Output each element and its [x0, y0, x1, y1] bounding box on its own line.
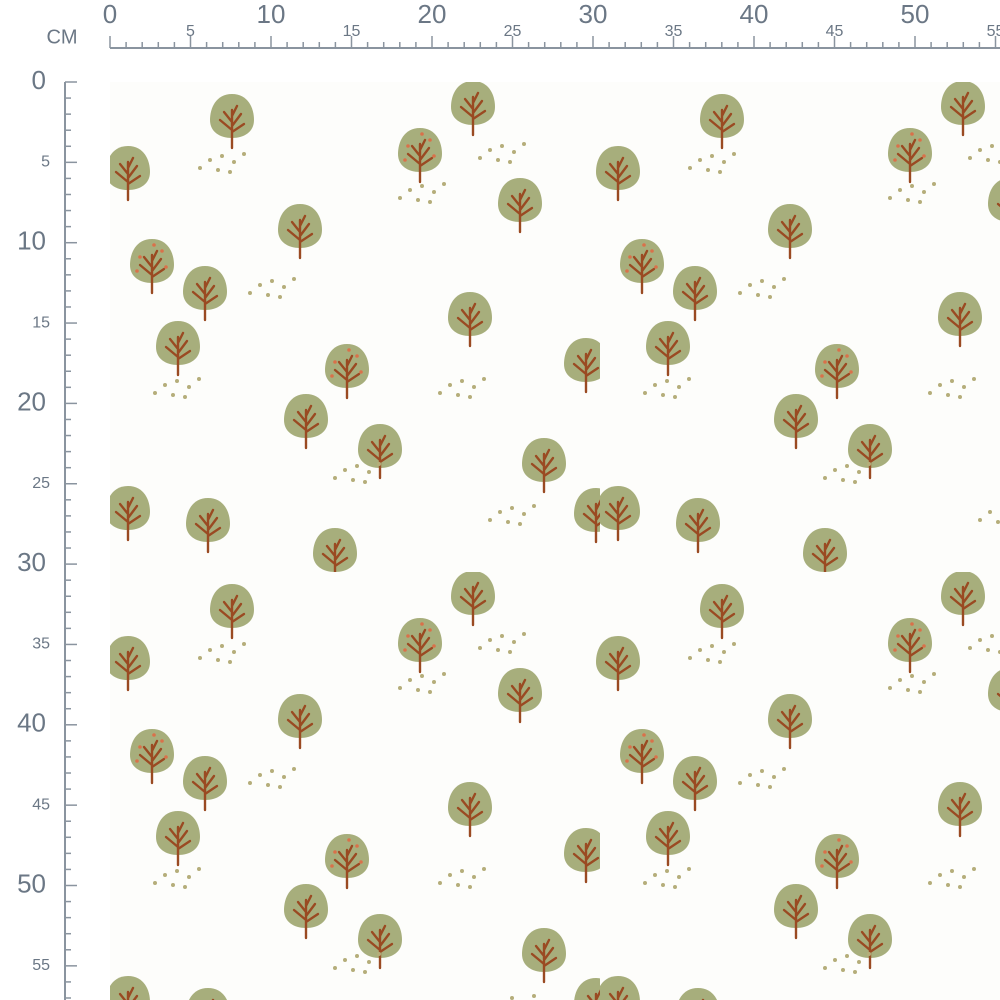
left-ruler-label: 5 — [41, 154, 50, 171]
top-ruler-label: 30 — [579, 0, 608, 29]
top-ruler-label: 15 — [343, 23, 361, 40]
left-ruler-label: 45 — [32, 796, 50, 813]
tree-pattern — [110, 82, 1000, 1000]
left-ruler-label: 40 — [17, 708, 46, 738]
left-ruler-label: 30 — [17, 547, 46, 577]
left-ruler-label: 50 — [17, 868, 46, 898]
top-ruler-label: 50 — [901, 0, 930, 29]
top-ruler-label: 5 — [186, 23, 195, 40]
top-ruler-label: 10 — [257, 0, 286, 29]
unit-label: CM — [46, 26, 77, 48]
left-ruler-label: 0 — [32, 65, 46, 95]
top-ruler-label: 35 — [665, 23, 683, 40]
top-ruler-bg — [0, 0, 1000, 66]
ruler-ticks — [65, 36, 997, 999]
left-ruler-label: 20 — [17, 386, 46, 416]
top-ruler-label: 0 — [103, 0, 117, 29]
left-ruler-label: 10 — [17, 226, 46, 256]
left-ruler-label: 35 — [32, 636, 50, 653]
top-ruler-label: 45 — [826, 23, 844, 40]
top-ruler-label: 25 — [504, 23, 522, 40]
left-ruler-bg — [0, 0, 100, 1000]
left-ruler-label: 25 — [32, 475, 50, 492]
top-ruler-label: 40 — [740, 0, 769, 29]
left-ruler-label: 55 — [32, 957, 50, 974]
top-ruler-label: 55 — [987, 23, 1000, 40]
left-ruler-label: 15 — [32, 314, 50, 331]
top-ruler-label: 20 — [418, 0, 447, 29]
